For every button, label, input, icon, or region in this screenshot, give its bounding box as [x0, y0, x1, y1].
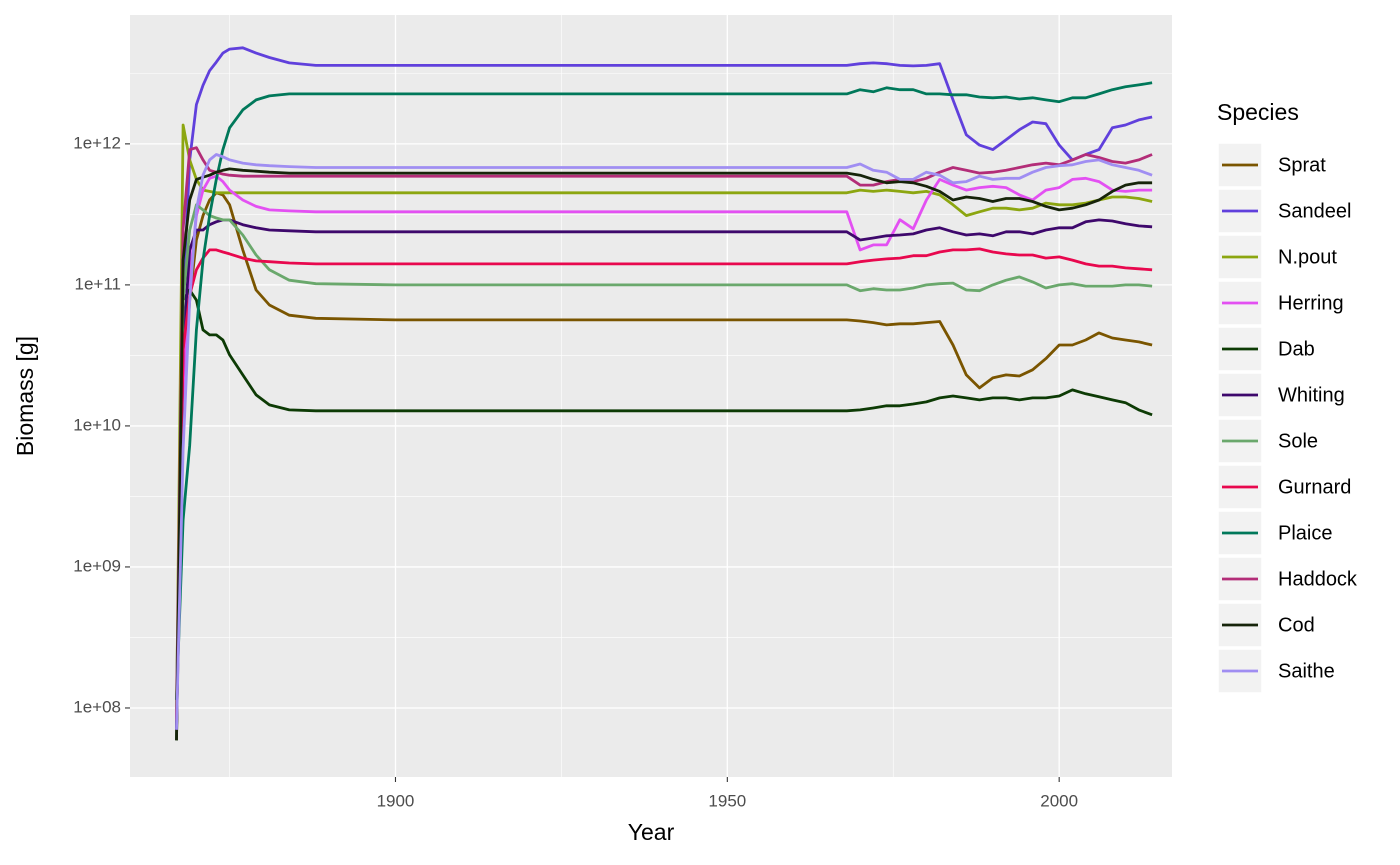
legend-label: N.pout	[1278, 246, 1337, 268]
legend-label: Whiting	[1278, 384, 1345, 406]
legend-label: Saithe	[1278, 660, 1335, 682]
legend-label: Dab	[1278, 338, 1315, 360]
series-line	[175, 174, 1153, 730]
series-line	[175, 203, 1153, 700]
legend-label: Sole	[1278, 430, 1318, 452]
legend-label: Cod	[1278, 614, 1315, 636]
y-axis-title: Biomass [g]	[12, 336, 38, 456]
legend-label: Haddock	[1278, 568, 1358, 590]
series-line	[175, 167, 1153, 741]
legend-label: Sandeel	[1278, 200, 1351, 222]
y-tick-label: 1e+11	[75, 274, 121, 293]
y-tick-label: 1e+08	[73, 697, 121, 716]
x-tick-label: 2000	[1040, 791, 1078, 810]
x-tick-label: 1950	[708, 791, 746, 810]
series-line	[175, 146, 1153, 721]
y-tick-label: 1e+10	[73, 415, 121, 434]
x-axis-title: Year	[628, 819, 675, 845]
series-line	[175, 218, 1153, 730]
legend-label: Plaice	[1278, 522, 1332, 544]
legend-label: Gurnard	[1278, 476, 1351, 498]
series-line	[175, 81, 1153, 700]
plot-panel	[130, 15, 1172, 777]
series-line	[175, 247, 1153, 721]
series-line	[175, 46, 1153, 730]
series-line	[175, 288, 1153, 741]
x-tick-label: 1900	[377, 791, 415, 810]
series-line	[175, 153, 1153, 730]
series-line	[175, 123, 1153, 721]
y-tick-label: 1e+09	[73, 556, 121, 575]
legend-label: Sprat	[1278, 154, 1326, 176]
legend-title: Species	[1217, 99, 1299, 125]
legend-label: Herring	[1278, 292, 1344, 314]
y-tick-label: 1e+12	[73, 133, 121, 152]
